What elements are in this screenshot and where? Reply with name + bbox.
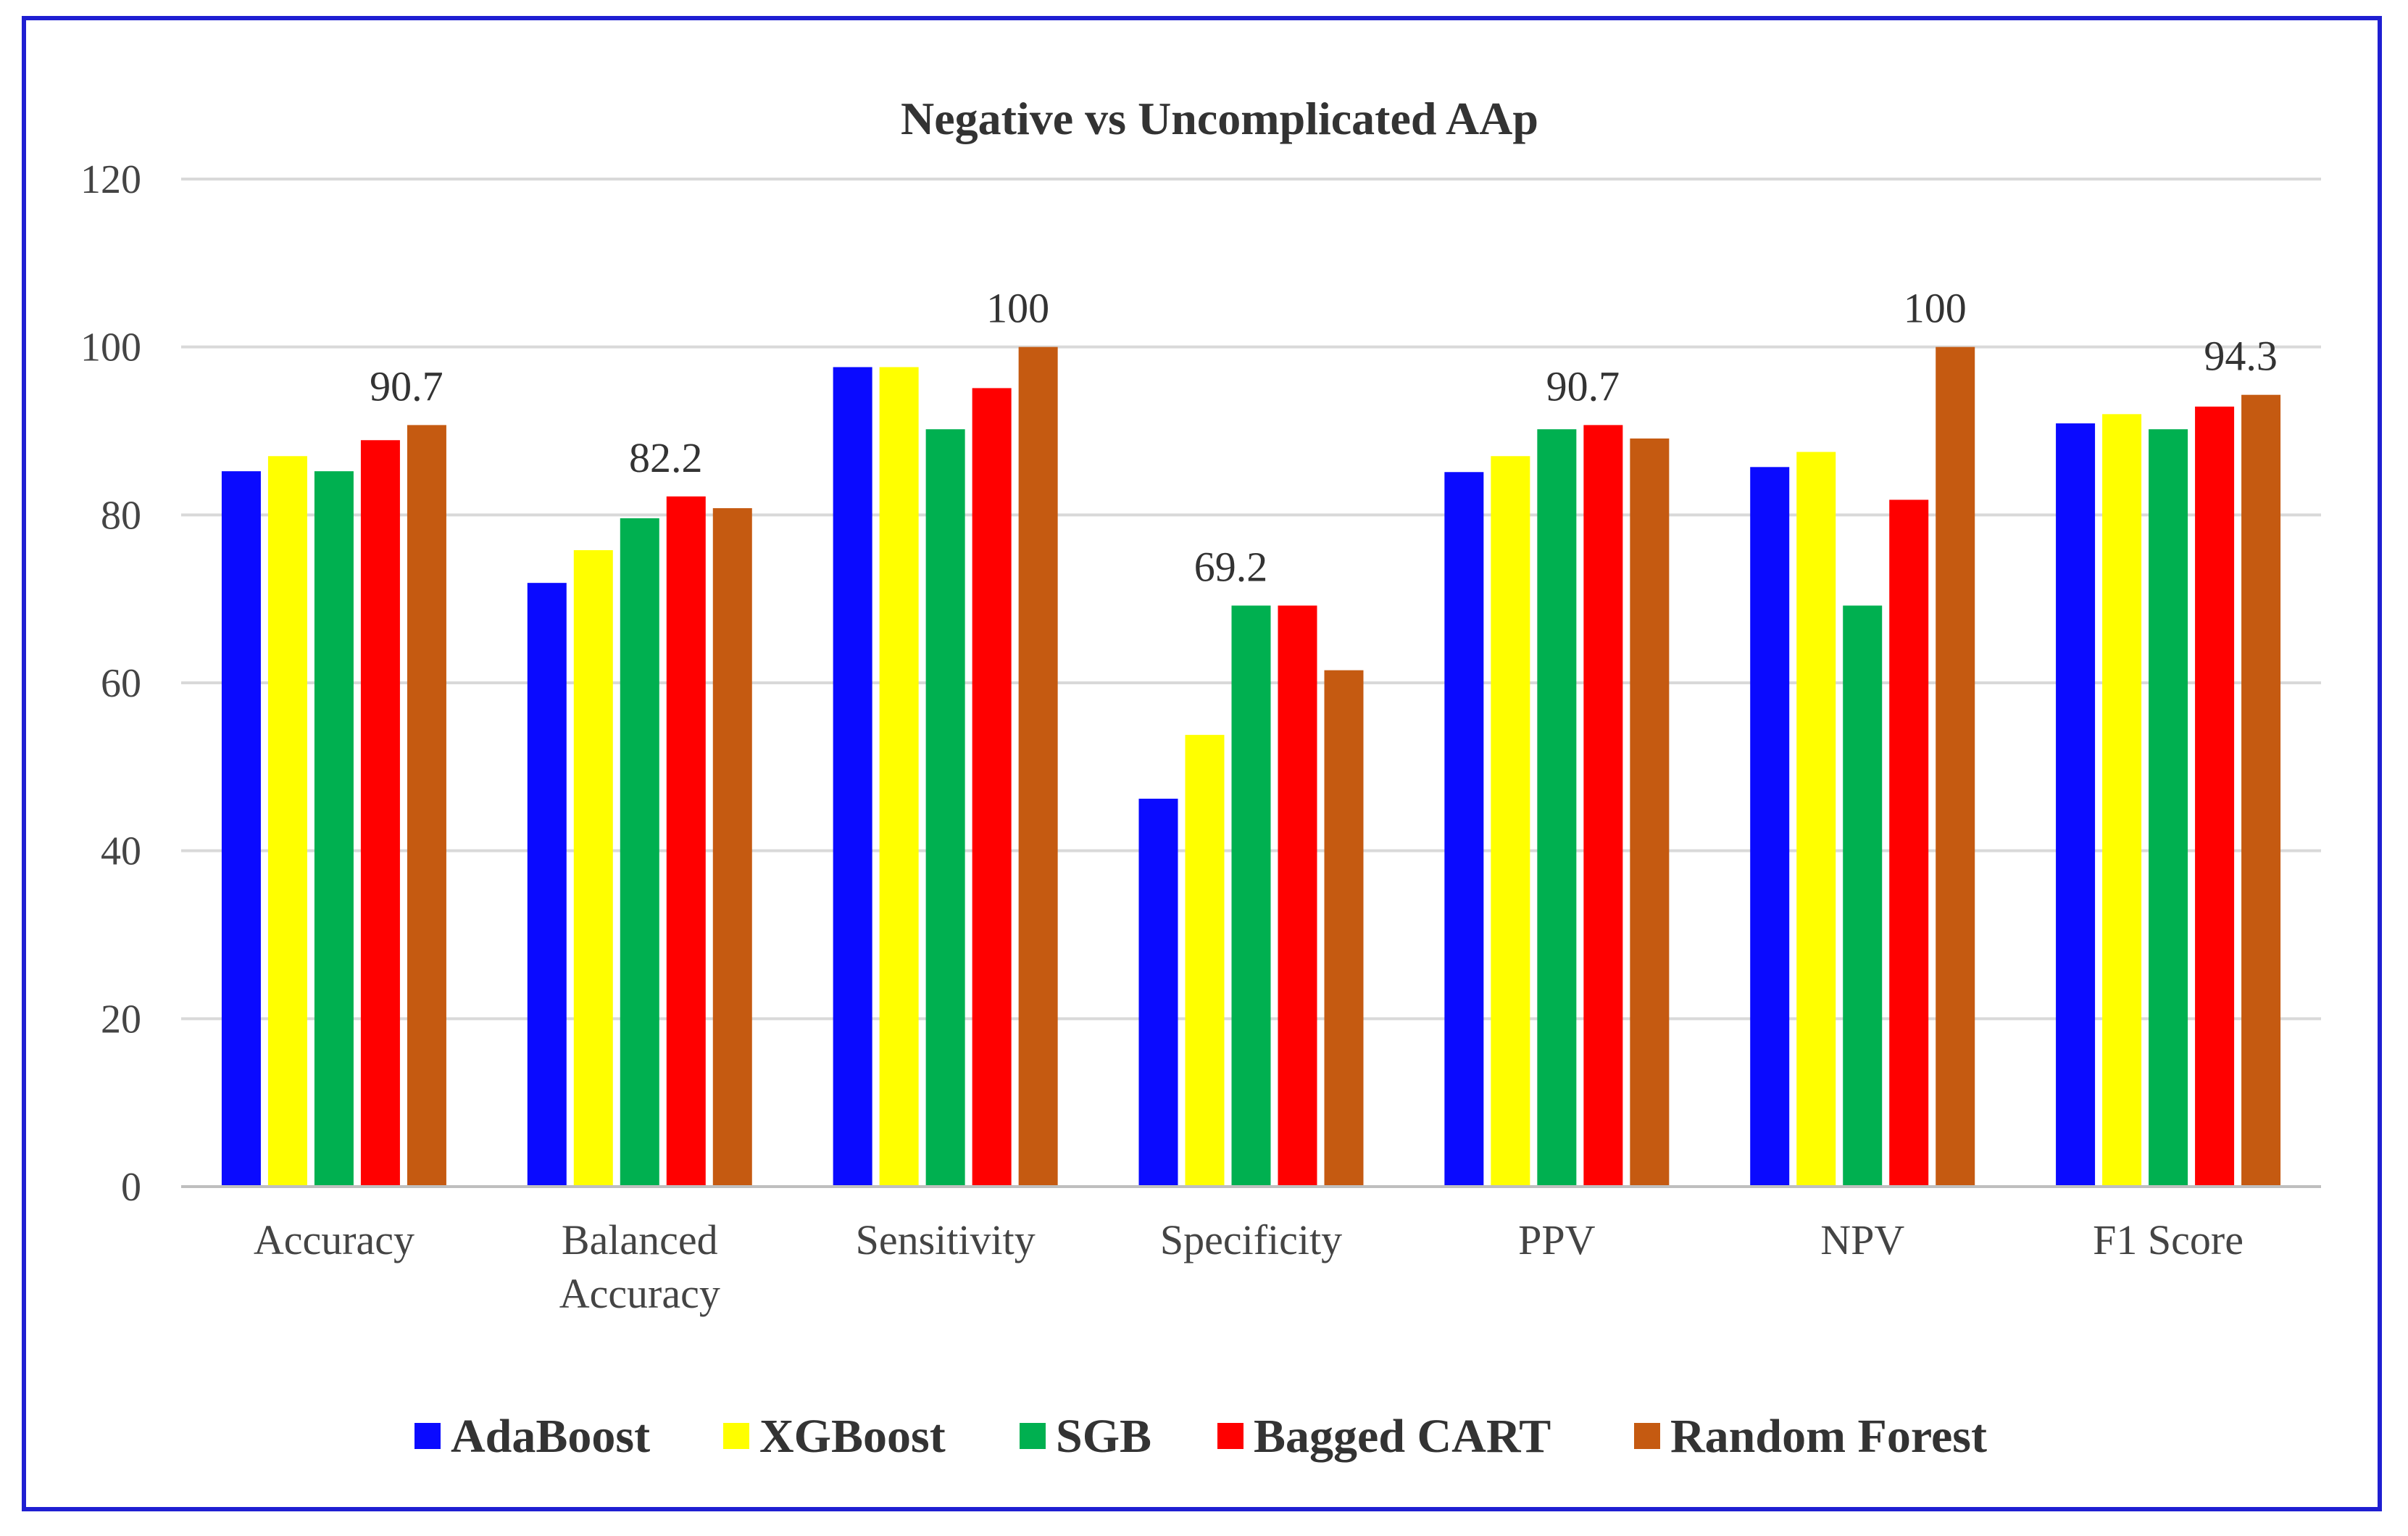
bar-bagged-cart	[360, 440, 400, 1187]
bar-sgb	[1537, 429, 1577, 1187]
bar-random-forest	[712, 508, 752, 1187]
bar-xgboost	[267, 456, 307, 1187]
bar-xgboost	[573, 549, 613, 1187]
data-label: 100	[986, 285, 1049, 332]
legend-label: Random Forest	[1670, 1410, 1987, 1463]
data-labels: 90.7 82.2 100 69.2 90.7 100 94.3	[370, 285, 2278, 591]
y-tick-label: 80	[101, 493, 141, 538]
bar-sgb	[1231, 605, 1271, 1187]
bar-xgboost	[2102, 414, 2142, 1187]
bar-xgboost	[1491, 456, 1530, 1187]
bar-bagged-cart	[1583, 425, 1623, 1187]
data-label: 94.3	[2204, 333, 2278, 380]
bar-adaboost	[527, 583, 567, 1187]
legend-swatch	[723, 1423, 749, 1449]
bar-random-forest	[2241, 394, 2281, 1187]
bar-random-forest	[1630, 438, 1670, 1187]
bar-sgb	[925, 429, 965, 1187]
y-axis-ticks: 0 20 40 60 80 100 120	[80, 157, 141, 1210]
category-labels: Accuracy Balanced Accuracy Sensitivity Speci…	[254, 1216, 2244, 1317]
bar-random-forest	[1018, 346, 1058, 1187]
bar-adaboost	[221, 471, 261, 1187]
x-category-label: Accuracy	[559, 1270, 720, 1317]
bar-xgboost	[1796, 452, 1836, 1187]
bar-bagged-cart	[2195, 406, 2235, 1187]
x-category-label: F1 Score	[2093, 1216, 2244, 1263]
legend-swatch	[1217, 1423, 1243, 1449]
bar-sgb	[1843, 605, 1883, 1187]
y-tick-label: 40	[101, 829, 141, 874]
legend-label: SGB	[1056, 1410, 1151, 1463]
bar-sgb	[314, 471, 354, 1187]
y-tick-label: 120	[80, 157, 141, 202]
y-tick-label: 60	[101, 661, 141, 706]
data-label: 90.7	[1546, 362, 1620, 410]
legend-label: AdaBoost	[451, 1410, 650, 1463]
data-label: 69.2	[1194, 543, 1268, 590]
bar-random-forest	[407, 425, 446, 1187]
legend: AdaBoost XGBoost SGB Bagged CART Random Fore…	[414, 1410, 1987, 1463]
bar-adaboost	[1750, 467, 1790, 1187]
legend-label: Bagged CART	[1254, 1410, 1551, 1463]
bar-adaboost	[833, 367, 872, 1187]
bar-sgb	[620, 518, 659, 1187]
bar-bagged-cart	[1278, 605, 1317, 1187]
legend-swatch	[1020, 1423, 1046, 1449]
bars	[221, 346, 2281, 1187]
bar-bagged-cart	[972, 388, 1012, 1187]
bar-random-forest	[1936, 346, 1975, 1187]
x-category-label: PPV	[1518, 1216, 1596, 1263]
bar-bagged-cart	[666, 496, 706, 1187]
x-category-label: NPV	[1820, 1216, 1904, 1263]
bar-bagged-cart	[1889, 499, 1929, 1187]
bar-adaboost	[1138, 798, 1178, 1187]
x-category-label: Balanced	[562, 1216, 718, 1263]
bar-xgboost	[1185, 734, 1225, 1187]
y-tick-label: 0	[121, 1165, 141, 1210]
data-label: 90.7	[370, 362, 443, 410]
bar-random-forest	[1324, 670, 1364, 1187]
data-label: 100	[1904, 285, 1967, 332]
bar-adaboost	[2056, 423, 2096, 1187]
legend-swatch	[414, 1423, 441, 1449]
x-category-label: Sensitivity	[856, 1216, 1036, 1263]
chart-frame	[22, 16, 2382, 1511]
bar-sgb	[2149, 429, 2188, 1187]
bar-adaboost	[1444, 472, 1484, 1187]
bar-xgboost	[879, 367, 919, 1187]
chart-title: Negative vs Uncomplicated AAp	[901, 93, 1538, 144]
y-tick-label: 100	[80, 325, 141, 370]
data-label: 82.2	[629, 434, 703, 481]
x-category-label: Specificity	[1160, 1216, 1342, 1263]
y-tick-label: 20	[101, 997, 141, 1042]
legend-label: XGBoost	[759, 1410, 946, 1463]
x-category-label: Accuracy	[254, 1216, 414, 1263]
legend-swatch	[1634, 1423, 1660, 1449]
